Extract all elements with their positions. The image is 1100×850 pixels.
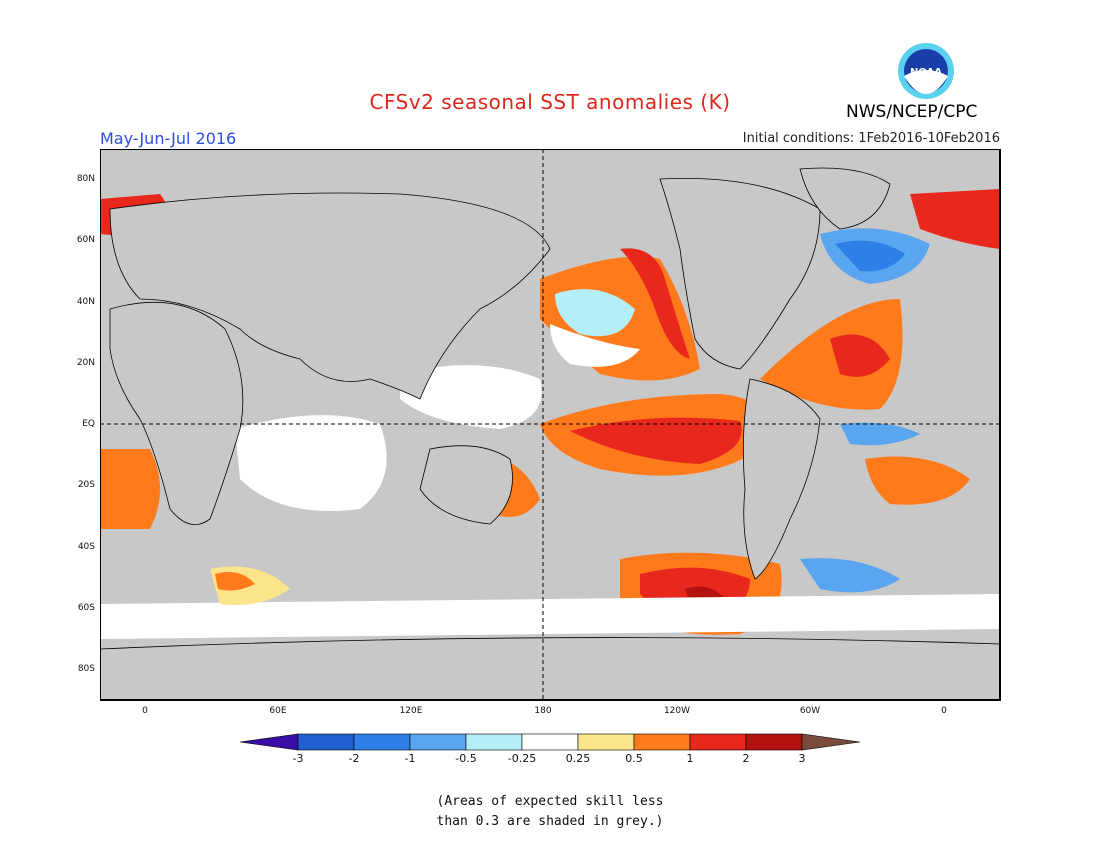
colorbar-tick-label: -3 bbox=[292, 752, 304, 765]
colorbar-tick-label: 3 bbox=[798, 752, 806, 765]
continents bbox=[100, 167, 1001, 701]
lat-label-40s: 40S bbox=[77, 542, 95, 552]
lon-label-120w: 120W bbox=[663, 706, 691, 716]
s-atl-cool bbox=[800, 558, 900, 593]
colorbar-tick-label: 1 bbox=[686, 752, 694, 765]
lon-label-120e: 120E bbox=[399, 706, 423, 716]
lat-label-80s: 80S bbox=[77, 664, 95, 674]
season-label: May-Jun-Jul 2016 bbox=[100, 129, 237, 148]
colorbar-box bbox=[353, 733, 411, 751]
lon-label-60w: 60W bbox=[799, 706, 821, 716]
nordic-red bbox=[910, 189, 1000, 249]
labrador-deep-cool bbox=[835, 240, 905, 272]
lat-label-40n: 40N bbox=[76, 297, 95, 307]
map-title: CFSv2 seasonal SST anomalies (K) bbox=[369, 90, 731, 114]
satl-warm bbox=[865, 456, 970, 505]
colorbar-tick-label: -2 bbox=[348, 752, 360, 765]
sw-indian-warm bbox=[100, 449, 160, 529]
soc-orange-small bbox=[215, 571, 255, 591]
colorbar-tick-label: -1 bbox=[404, 752, 416, 765]
lat-label-20s: 20S bbox=[77, 480, 95, 490]
colorbar-box bbox=[465, 733, 523, 751]
soc-white-band bbox=[100, 594, 1000, 639]
colorbar-box bbox=[689, 733, 747, 751]
npacific-red bbox=[620, 248, 690, 359]
lat-label-60n: 60N bbox=[76, 235, 95, 245]
map-frame bbox=[100, 149, 1001, 701]
colorbar-tick-label: -0.25 bbox=[507, 752, 537, 765]
colorbar-tick-label: -0.5 bbox=[455, 752, 477, 765]
footnote-line-1: (Areas of expected skill less bbox=[436, 794, 664, 809]
colorbar-box bbox=[521, 733, 579, 751]
skill-footnote: (Areas of expected skill less than 0.3 a… bbox=[0, 792, 1100, 832]
wpac-neutral bbox=[400, 365, 542, 429]
greenland-outline bbox=[799, 167, 891, 230]
colorbar-box bbox=[577, 733, 635, 751]
natl-red bbox=[830, 334, 890, 377]
npacific-cool-center bbox=[555, 289, 635, 337]
natl-warm bbox=[760, 299, 903, 410]
australia-outline bbox=[419, 445, 513, 525]
colorbar-tick-label: 2 bbox=[742, 752, 750, 765]
colorbar-box bbox=[297, 733, 355, 751]
footnote-line-2: than 0.3 are shaded in grey.) bbox=[436, 814, 664, 829]
colorbar-arrow-low bbox=[239, 733, 299, 751]
lon-label-0-east: 0 bbox=[941, 706, 947, 716]
initial-conditions-label: Initial conditions: 1Feb2016-10Feb2016 bbox=[742, 131, 1000, 146]
lat-label-60s: 60S bbox=[77, 603, 95, 613]
pacific-warm-red bbox=[570, 417, 742, 464]
sst-anomaly-map bbox=[100, 149, 1001, 701]
colorbar-box bbox=[633, 733, 691, 751]
colorbar-tick-label: 0.5 bbox=[625, 752, 643, 765]
lat-label-20n: 20N bbox=[76, 358, 95, 368]
north-america-outline bbox=[659, 178, 821, 370]
lon-label-180: 180 bbox=[534, 706, 552, 716]
agency-label: NWS/NCEP/CPC bbox=[846, 102, 978, 122]
colorbar-tick-label: 0.25 bbox=[565, 752, 591, 765]
indian-neutral bbox=[235, 415, 387, 511]
africa-outline bbox=[109, 301, 244, 526]
noaa-logo: NOAA bbox=[898, 43, 954, 99]
colorbar-box bbox=[745, 733, 803, 751]
lon-label-0-west: 0 bbox=[142, 706, 148, 716]
npacific-white bbox=[550, 324, 640, 367]
logo-text: NOAA bbox=[910, 67, 942, 78]
lon-label-60e: 60E bbox=[269, 706, 287, 716]
anomaly-patches bbox=[100, 189, 1000, 639]
colorbar bbox=[239, 733, 861, 751]
eurasia-outline bbox=[109, 192, 551, 400]
antarctica-outline bbox=[100, 637, 1001, 701]
brazil-cool bbox=[840, 422, 920, 446]
south-america-outline bbox=[742, 378, 821, 580]
lat-label-80n: 80N bbox=[76, 174, 95, 184]
colorbar-arrow-high bbox=[801, 733, 861, 751]
colorbar-box bbox=[409, 733, 467, 751]
lat-label-eq: EQ bbox=[82, 419, 95, 429]
